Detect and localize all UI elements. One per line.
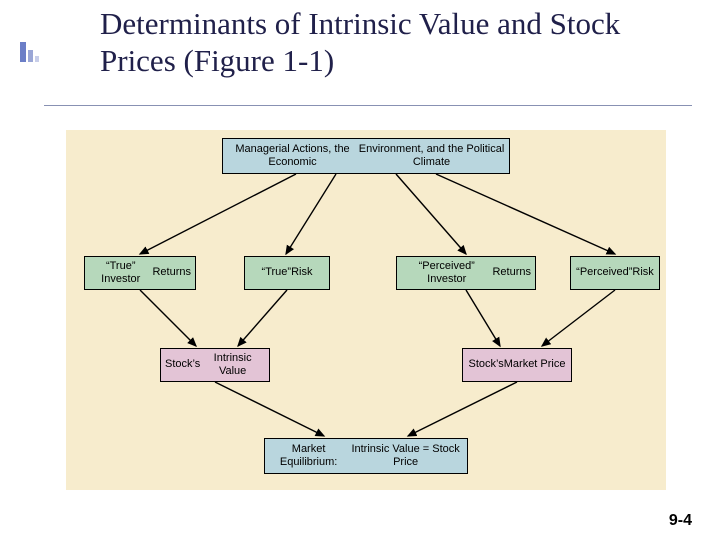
title-underline: [44, 105, 692, 106]
node-top: Managerial Actions, the EconomicEnvironm…: [222, 138, 510, 174]
node-eq: Market Equilibrium:Intrinsic Value = Sto…: [264, 438, 468, 474]
slide-title: Determinants of Intrinsic Value and Stoc…: [100, 5, 660, 79]
node-tr: “True”Risk: [244, 256, 330, 290]
node-pir: “Perceived” InvestorReturns: [396, 256, 536, 290]
node-pr: “Perceived”Risk: [570, 256, 660, 290]
node-smp: Stock’sMarket Price: [462, 348, 572, 382]
arrows-layer: [66, 130, 666, 490]
title-bullet: [20, 42, 40, 62]
node-siv: Stock’sIntrinsic Value: [160, 348, 270, 382]
node-tir: “True” InvestorReturns: [84, 256, 196, 290]
diagram-area: Managerial Actions, the EconomicEnvironm…: [66, 130, 666, 490]
page-number: 9-4: [669, 512, 692, 530]
